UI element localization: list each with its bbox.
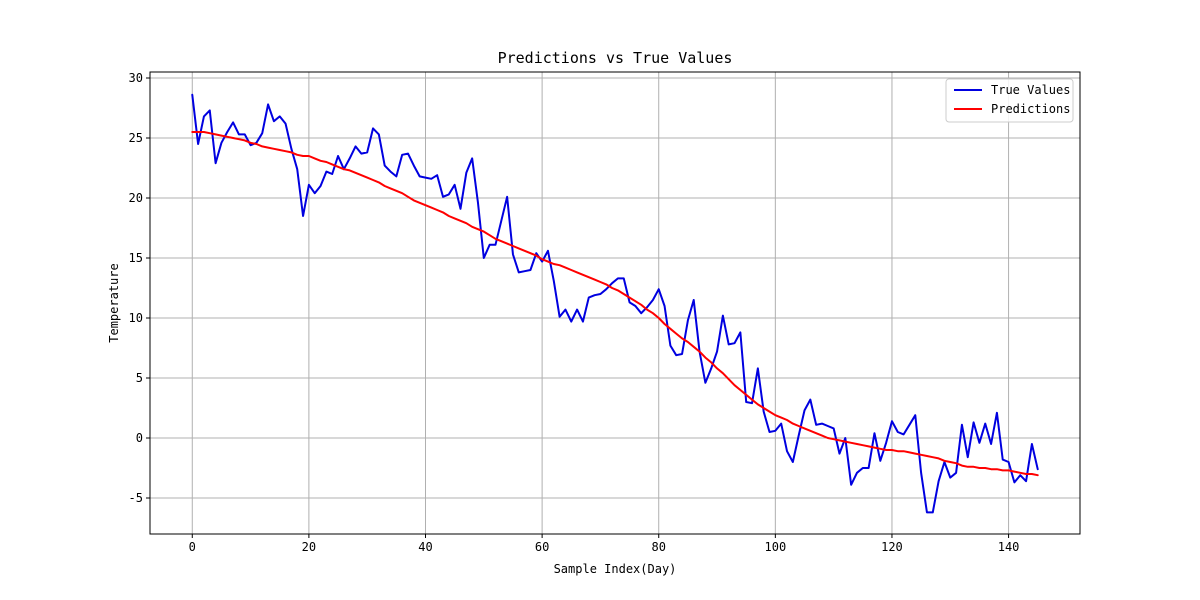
x-tick-label: 0 (189, 540, 196, 554)
x-tick-label: 100 (765, 540, 787, 554)
legend-label-true-values: True Values (991, 83, 1070, 97)
x-tick-label: 20 (302, 540, 316, 554)
x-tick-label: 60 (535, 540, 549, 554)
y-axis-label: Temperature (107, 263, 121, 342)
x-tick-label: 80 (652, 540, 666, 554)
legend: True Values Predictions (945, 78, 1074, 123)
legend-label-predictions: Predictions (991, 102, 1070, 116)
y-tick-label: 10 (129, 311, 143, 325)
true-values-line (191, 93, 1039, 514)
x-tick-label: 40 (418, 540, 432, 554)
axis-ticks: 0 20 40 60 80 100 120 140 -5 0 5 10 15 20 25 30 (129, 71, 1020, 554)
grid-lines (150, 72, 1080, 534)
x-tick-label: 120 (881, 540, 903, 554)
y-tick-label: 30 (129, 71, 143, 85)
y-tick-label: 25 (129, 131, 143, 145)
series-lines (191, 93, 1039, 514)
plot-frame (149, 71, 1081, 535)
chart-title: Predictions vs True Values (498, 49, 733, 67)
y-tick-label: 15 (129, 251, 143, 265)
x-tick-label: 140 (998, 540, 1020, 554)
y-tick-label: 20 (129, 191, 143, 205)
x-axis-label: Sample Index(Day) (554, 562, 677, 576)
y-tick-label: -5 (129, 491, 143, 505)
plot-area (150, 72, 1080, 534)
y-tick-label: 0 (136, 431, 143, 445)
predictions-line (191, 131, 1039, 477)
y-tick-label: 5 (136, 371, 143, 385)
